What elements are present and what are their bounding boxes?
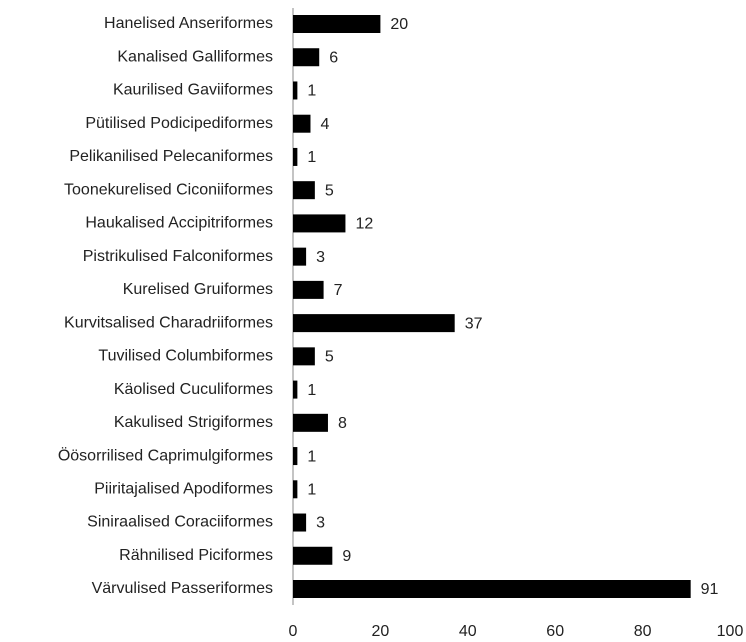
data-label: 1 — [307, 149, 316, 166]
y-tick-label: Kanalised Galliformes — [117, 48, 273, 65]
y-tick-label: Tuvilised Columbiformes — [98, 348, 273, 365]
data-label: 37 — [465, 315, 483, 332]
y-tick-label: Pistrikulised Falconiformes — [83, 248, 273, 265]
x-tick-label: 80 — [634, 623, 652, 640]
y-tick-label: Siniraalised Coraciiformes — [87, 514, 273, 531]
bar — [293, 413, 328, 432]
x-tick-label: 20 — [372, 623, 390, 640]
x-tick-label: 100 — [717, 623, 744, 640]
y-tick-label: Pütilised Podicipediformes — [85, 115, 273, 132]
data-label: 3 — [316, 515, 325, 532]
data-label: 9 — [342, 548, 351, 565]
data-label: 7 — [334, 282, 343, 299]
bar — [293, 546, 333, 565]
data-label: 20 — [390, 16, 408, 33]
y-tick-label: Rähnilised Piciformes — [119, 547, 273, 564]
data-label: 5 — [325, 182, 334, 199]
bar — [293, 114, 311, 133]
y-tick-label: Käolised Cuculiformes — [114, 381, 273, 398]
bar — [293, 314, 455, 333]
data-label: 6 — [329, 49, 338, 66]
y-tick-label: Hanelised Anseriformes — [104, 15, 273, 32]
bar — [293, 181, 315, 200]
bar — [293, 580, 691, 598]
y-tick-label: Kakulised Strigiformes — [114, 414, 273, 431]
bar — [293, 247, 307, 266]
y-tick-label: Toonekurelised Ciconiiformes — [64, 181, 273, 198]
data-label: 5 — [325, 349, 334, 366]
data-label: 1 — [307, 482, 316, 499]
y-tick-label: Kurelised Gruiformes — [123, 281, 273, 298]
y-tick-label: Kaurilised Gaviiformes — [113, 82, 273, 99]
bar — [293, 347, 315, 366]
bar — [293, 447, 298, 466]
data-label: 8 — [338, 415, 347, 432]
bar — [293, 380, 298, 399]
bar — [293, 15, 381, 33]
y-tick-label: Pelikanilised Pelecaniformes — [69, 148, 273, 165]
y-tick-label: Haukalised Accipitriformes — [85, 215, 273, 232]
data-label: 1 — [307, 448, 316, 465]
data-label: 12 — [355, 216, 373, 233]
data-label: 1 — [307, 382, 316, 399]
bar — [293, 280, 324, 299]
y-tick-label: Kurvitsalised Charadriiformes — [64, 314, 273, 331]
bar — [293, 513, 307, 532]
x-tick-label: 0 — [289, 623, 298, 640]
bar — [293, 81, 298, 100]
x-tick-label: 60 — [546, 623, 564, 640]
y-tick-label: Öösorrilised Caprimulgiformes — [58, 446, 273, 464]
x-tick-label: 40 — [459, 623, 477, 640]
bar — [293, 214, 346, 233]
bar — [293, 480, 298, 499]
data-label: 3 — [316, 249, 325, 266]
bar — [293, 147, 298, 166]
bar — [293, 48, 320, 67]
data-label: 4 — [320, 116, 329, 133]
data-label: 1 — [307, 83, 316, 100]
y-tick-label: Värvulised Passeriformes — [92, 580, 273, 597]
data-label: 91 — [701, 581, 719, 598]
y-tick-label: Piiritajalised Apodiformes — [94, 481, 273, 498]
